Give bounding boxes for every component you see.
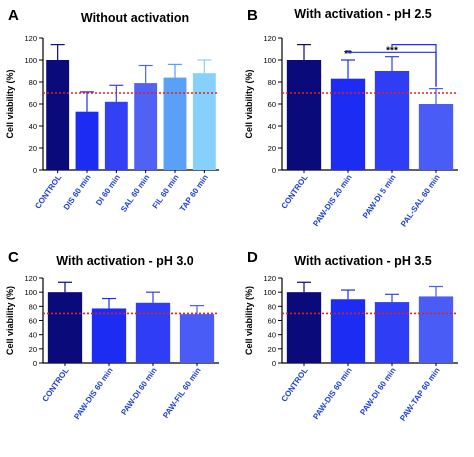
x-tick-label: PAW-DI 5 min bbox=[361, 173, 398, 220]
y-tick-label: 20 bbox=[29, 345, 37, 354]
bar-2 bbox=[330, 299, 366, 363]
x-tick-label: DIS 60 min bbox=[62, 173, 93, 212]
bar-4 bbox=[418, 104, 454, 170]
y-tick-label: 40 bbox=[268, 122, 276, 131]
significance-marker: ** bbox=[344, 49, 352, 60]
x-tick-label: PAW-DIS 60 min bbox=[72, 366, 114, 421]
chart-title: Without activation bbox=[81, 11, 189, 25]
panel-letter: B bbox=[247, 7, 258, 24]
x-tick-label: PAW-DI 60 min bbox=[119, 366, 158, 417]
x-tick-label: PAW-DI 60 min bbox=[358, 366, 397, 417]
x-tick-label: TAP 60 min bbox=[178, 173, 210, 213]
y-axis-label: Cell viability (%) bbox=[5, 69, 15, 138]
x-tick-label: DI 60 min bbox=[94, 173, 122, 207]
bar-3 bbox=[374, 302, 410, 363]
y-tick-label: 20 bbox=[29, 144, 37, 153]
chart-panel-b: B With activation - pH 2.5 0 20 40 60 80 100 120… bbox=[244, 7, 458, 229]
y-tick-label: 0 bbox=[33, 359, 37, 368]
y-tick-label: 40 bbox=[29, 122, 37, 131]
bar-3 bbox=[135, 302, 171, 363]
x-tick-label: CONTROL bbox=[280, 366, 310, 404]
y-axis-label: Cell viability (%) bbox=[244, 286, 254, 355]
y-tick-label: 60 bbox=[29, 100, 37, 109]
bar-5 bbox=[163, 77, 187, 170]
y-tick-label: 0 bbox=[33, 166, 37, 175]
y-tick-label: 120 bbox=[24, 274, 37, 283]
y-tick-label: 40 bbox=[29, 331, 37, 340]
x-tick-label: SAL 60 min bbox=[119, 173, 151, 214]
bar-6 bbox=[192, 73, 216, 170]
y-tick-label: 80 bbox=[29, 78, 37, 87]
y-tick-label: 80 bbox=[268, 302, 276, 311]
y-tick-label: 0 bbox=[272, 166, 276, 175]
y-tick-label: 20 bbox=[268, 345, 276, 354]
y-tick-label: 40 bbox=[268, 331, 276, 340]
x-tick-label: CONTROL bbox=[33, 173, 63, 211]
y-tick-label: 100 bbox=[24, 288, 37, 297]
y-tick-label: 20 bbox=[268, 144, 276, 153]
bar-1 bbox=[46, 60, 70, 170]
panel-letter: D bbox=[247, 249, 258, 266]
panel-letter: A bbox=[8, 7, 19, 24]
bar-4 bbox=[134, 83, 158, 170]
x-tick-label: PAW-FIL 60 min bbox=[161, 366, 203, 420]
chart-panel-d: D With activation - pH 3.5 0 20 40 60 80 100 120… bbox=[244, 249, 458, 423]
chart-title: With activation - pH 3.5 bbox=[294, 254, 431, 268]
significance-marker: *** bbox=[386, 46, 398, 57]
chart-title: With activation - pH 2.5 bbox=[294, 7, 431, 21]
y-tick-label: 120 bbox=[263, 274, 276, 283]
panel-letter: C bbox=[8, 249, 19, 266]
y-tick-label: 80 bbox=[268, 78, 276, 87]
bar-1 bbox=[286, 60, 322, 170]
x-tick-label: PAW-TAP 60 min bbox=[398, 366, 442, 423]
bar-4 bbox=[179, 314, 215, 363]
y-tick-label: 120 bbox=[263, 34, 276, 43]
chart-title: With activation - pH 3.0 bbox=[56, 254, 193, 268]
chart-panel-c: C With activation - pH 3.0 0 20 40 60 80 100 120… bbox=[5, 249, 219, 421]
bar-2 bbox=[330, 78, 366, 170]
y-tick-label: 100 bbox=[263, 288, 276, 297]
y-tick-label: 100 bbox=[24, 56, 37, 65]
bar-1 bbox=[47, 292, 83, 363]
chart-panel-a: A Without activation 0 20 40 60 80 100 120 Cell v… bbox=[5, 7, 219, 214]
x-tick-label: CONTROL bbox=[41, 366, 71, 404]
y-tick-label: 60 bbox=[268, 100, 276, 109]
y-axis-label: Cell viability (%) bbox=[244, 69, 254, 138]
bar-3 bbox=[374, 71, 410, 170]
y-tick-label: 60 bbox=[29, 317, 37, 326]
bar-2 bbox=[91, 308, 127, 363]
x-tick-label: FIL 60 min bbox=[151, 173, 181, 211]
x-tick-label: PAL-SAL 60 min bbox=[399, 173, 442, 229]
y-axis-label: Cell viability (%) bbox=[5, 286, 15, 355]
bar-4 bbox=[418, 296, 454, 363]
comparison-bracket bbox=[391, 43, 437, 87]
y-tick-label: 0 bbox=[272, 359, 276, 368]
bar-3 bbox=[104, 101, 128, 170]
x-tick-label: PAW-DIS 20 min bbox=[311, 173, 353, 228]
x-tick-label: PAW-DIS 60 min bbox=[311, 366, 353, 421]
bar-2 bbox=[75, 111, 99, 170]
bar-1 bbox=[286, 292, 322, 363]
y-tick-label: 100 bbox=[263, 56, 276, 65]
y-tick-label: 120 bbox=[24, 34, 37, 43]
y-tick-label: 80 bbox=[29, 302, 37, 311]
y-tick-label: 60 bbox=[268, 317, 276, 326]
x-tick-label: CONTROL bbox=[280, 173, 310, 211]
